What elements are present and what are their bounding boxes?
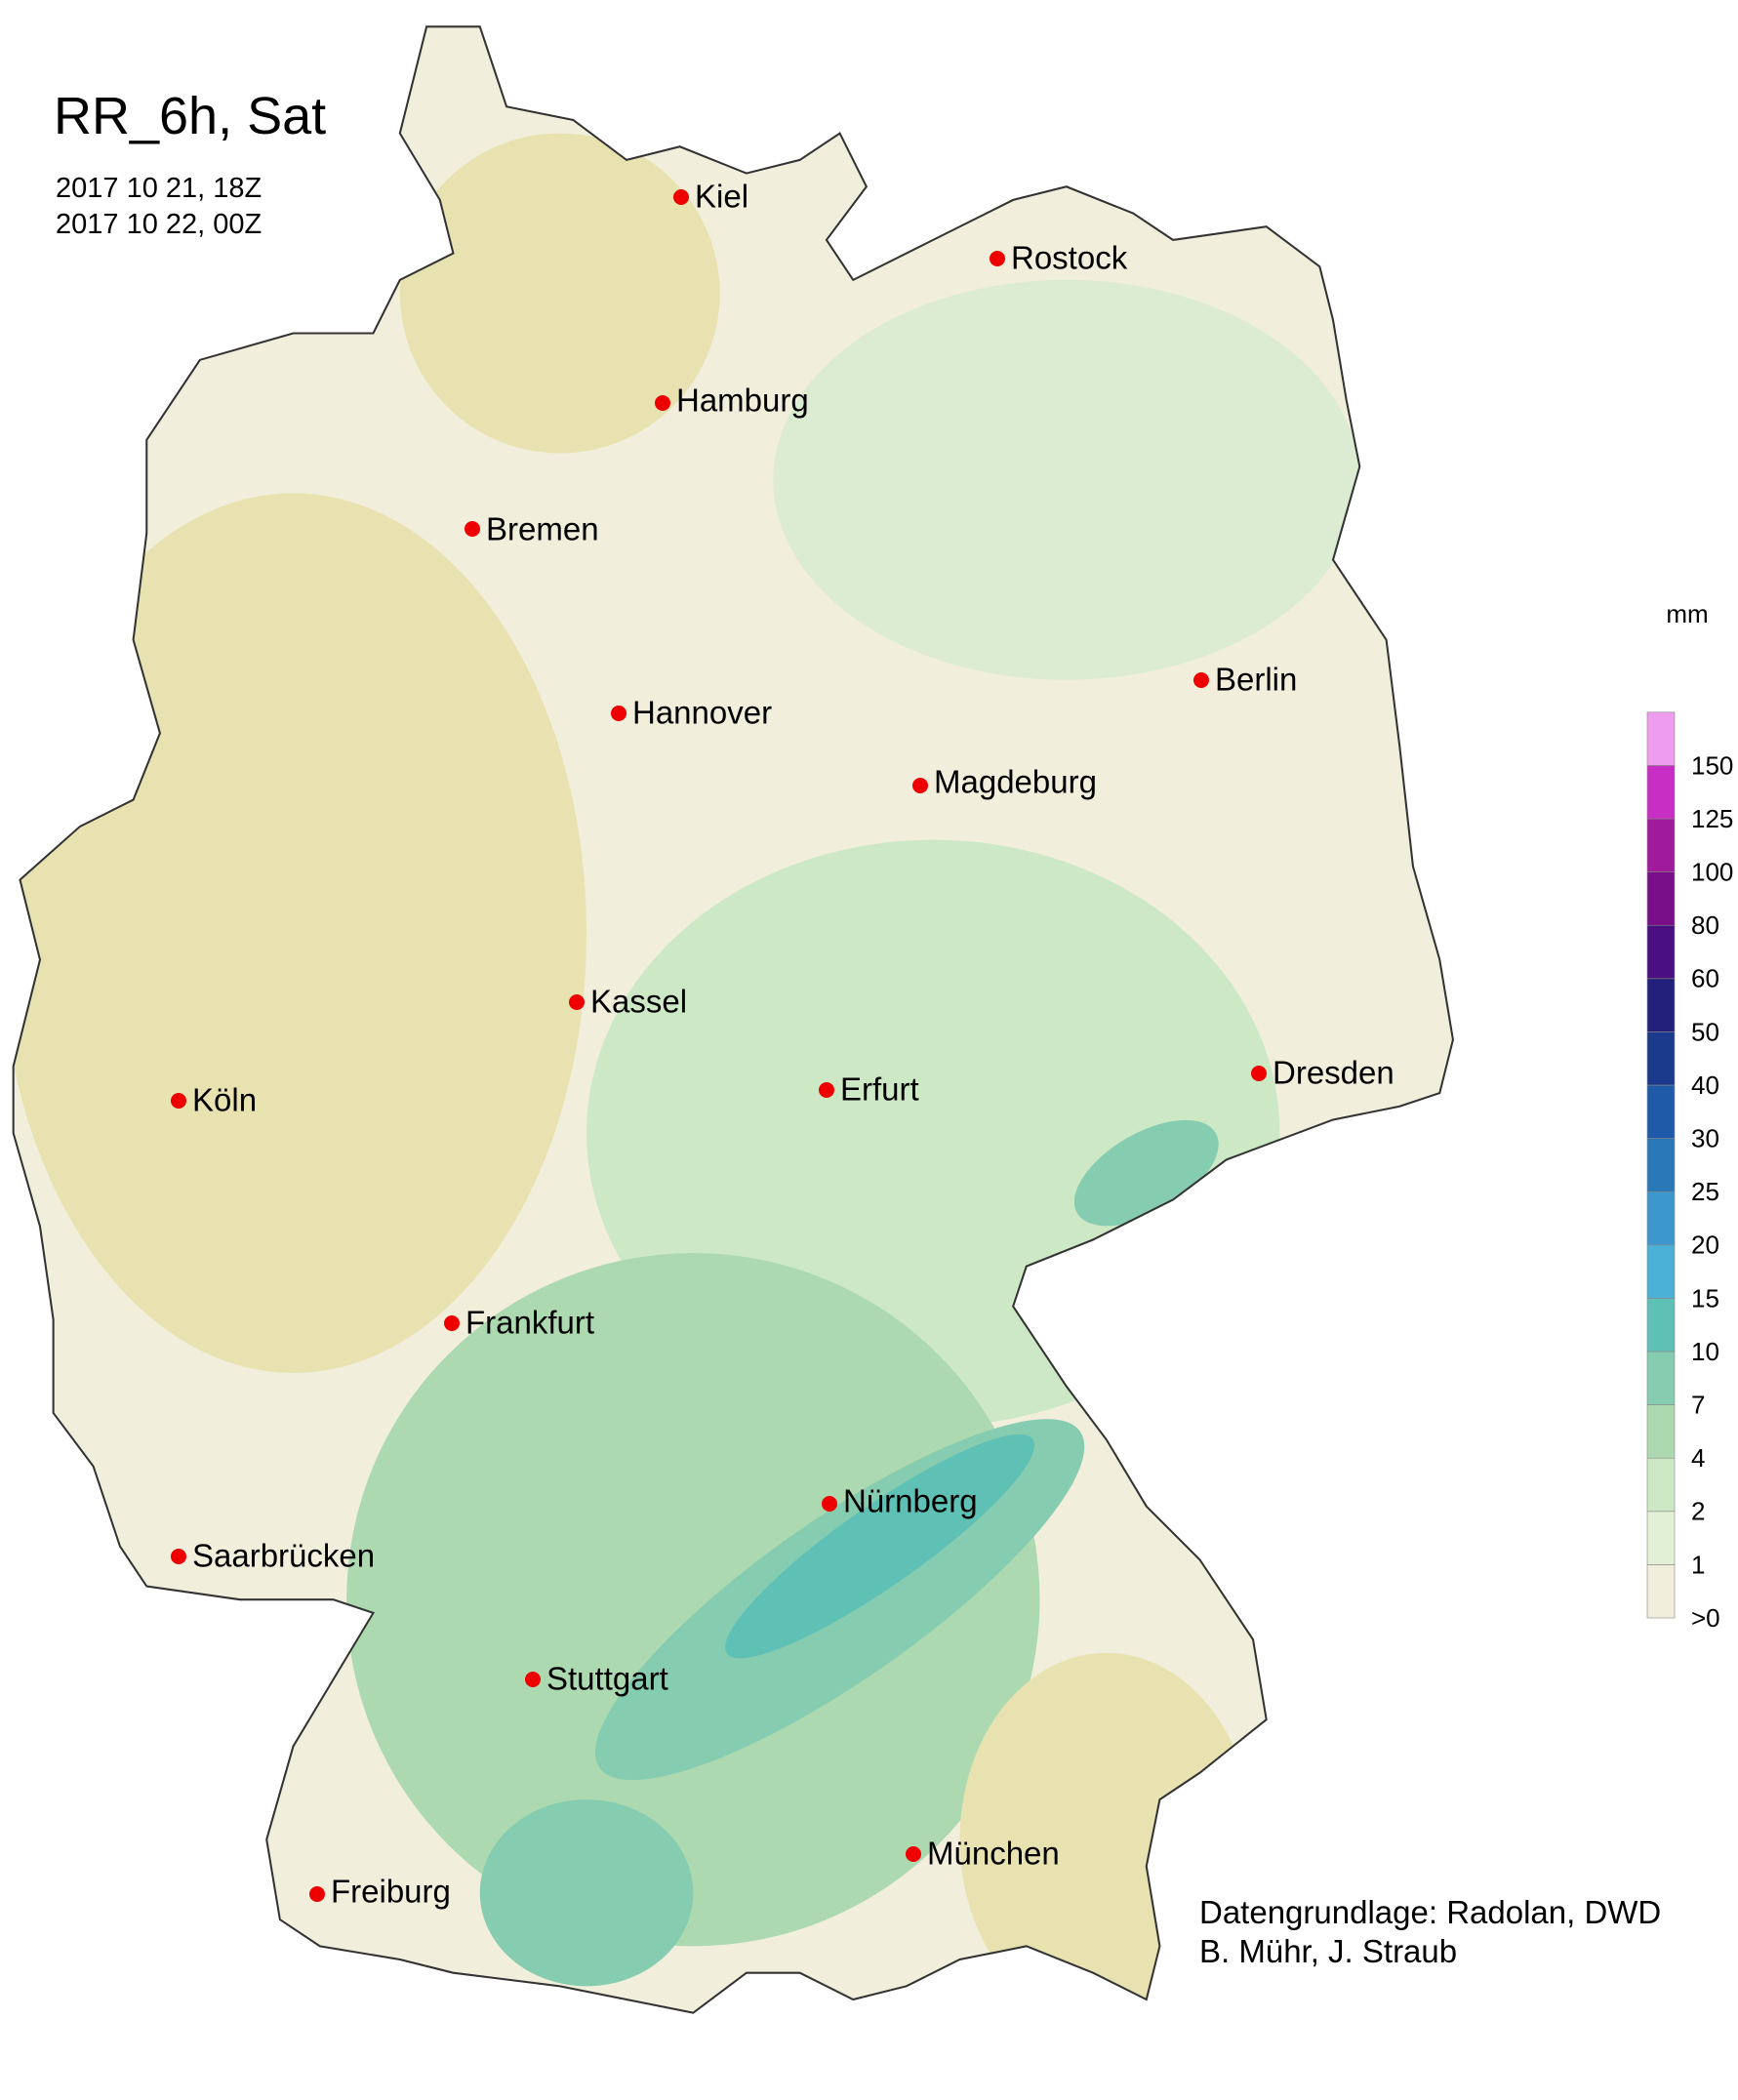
- city: Berlin: [1193, 662, 1297, 698]
- date-end: 2017 10 22, 00Z: [56, 209, 262, 240]
- city-label: Köln: [192, 1082, 257, 1118]
- city: Freiburg: [309, 1874, 451, 1910]
- city: Saarbrücken: [171, 1538, 375, 1574]
- legend-swatch: [1646, 978, 1676, 1032]
- city: München: [906, 1836, 1060, 1872]
- city-label: Berlin: [1215, 662, 1297, 698]
- legend-swatch: [1646, 1298, 1676, 1353]
- legend-label: 2: [1691, 1497, 1705, 1526]
- city-label: Magdeburg: [934, 764, 1097, 800]
- city-label: Hamburg: [676, 383, 809, 419]
- city: Hannover: [611, 695, 772, 731]
- city-label: Rostock: [1011, 240, 1128, 276]
- city-label: München: [927, 1836, 1060, 1872]
- city: Nürnberg: [822, 1483, 978, 1519]
- city: Hamburg: [655, 383, 809, 419]
- legend-swatch: [1646, 1084, 1676, 1139]
- city: Kassel: [569, 984, 687, 1020]
- legend: >0 1 2 4 7 10 15 20 25 30 40 50 60 80 100 125 150: [1646, 711, 1733, 1633]
- legend-label: 80: [1691, 910, 1719, 940]
- legend-swatch: [1646, 1031, 1676, 1086]
- title: RR_6h, Sat: [54, 87, 326, 145]
- city-label: Nürnberg: [843, 1483, 978, 1519]
- legend-label: >0: [1691, 1603, 1720, 1633]
- legend-label: 20: [1691, 1231, 1719, 1260]
- city-label: Kiel: [695, 179, 748, 215]
- legend-swatch: [1646, 924, 1676, 980]
- credit: B. Mühr, J. Straub: [1199, 1933, 1457, 1969]
- legend-label: 1: [1691, 1550, 1705, 1579]
- date-start: 2017 10 21, 18Z: [56, 173, 262, 204]
- legend-label: 30: [1691, 1123, 1719, 1152]
- city-label: Erfurt: [840, 1071, 919, 1108]
- cities: Kiel Rostock Hamburg Bremen Berlin Hanno…: [171, 179, 1394, 1910]
- city: Dresden: [1251, 1055, 1394, 1091]
- legend-swatch: [1646, 1351, 1676, 1405]
- legend-label: 15: [1691, 1283, 1719, 1312]
- city: Stuttgart: [525, 1661, 668, 1697]
- city-label: Stuttgart: [546, 1661, 668, 1697]
- legend-swatch: [1646, 1191, 1676, 1246]
- city: Köln: [171, 1082, 257, 1118]
- city: Magdeburg: [912, 764, 1097, 800]
- legend-label: 10: [1691, 1337, 1719, 1366]
- legend-swatch: [1646, 711, 1676, 766]
- legend-swatch: [1646, 871, 1676, 926]
- legend-swatch: [1646, 1511, 1676, 1565]
- city-label: Hannover: [632, 695, 772, 731]
- legend-label: 50: [1691, 1017, 1719, 1046]
- credit: Datengrundlage: Radolan, DWD: [1199, 1894, 1661, 1930]
- legend-swatch: [1646, 765, 1676, 820]
- city-label: Bremen: [486, 511, 599, 547]
- legend-label: 40: [1691, 1070, 1719, 1100]
- city: Erfurt: [819, 1071, 919, 1108]
- legend-label: 100: [1691, 857, 1733, 886]
- legend-label: 4: [1691, 1443, 1705, 1473]
- legend-swatch: [1646, 1244, 1676, 1299]
- legend-swatch: [1646, 818, 1676, 872]
- legend-label: 125: [1691, 804, 1733, 833]
- legend-label: 150: [1691, 750, 1733, 780]
- legend-swatch: [1646, 1564, 1676, 1619]
- city: Frankfurt: [444, 1305, 594, 1341]
- legend-label: 7: [1691, 1390, 1705, 1419]
- city-label: Dresden: [1273, 1055, 1394, 1091]
- legend-unit: mm: [1666, 599, 1708, 628]
- city: Bremen: [465, 511, 599, 547]
- city-label: Kassel: [590, 984, 687, 1020]
- city-label: Frankfurt: [465, 1305, 594, 1341]
- legend-swatch: [1646, 1457, 1676, 1513]
- legend-swatch: [1646, 1404, 1676, 1459]
- legend-label: 25: [1691, 1177, 1719, 1206]
- city-label: Saarbrücken: [192, 1538, 375, 1574]
- legend-label: 60: [1691, 964, 1719, 993]
- city-label: Freiburg: [331, 1874, 451, 1910]
- legend-swatch: [1646, 1138, 1676, 1192]
- city: Rostock: [990, 240, 1128, 276]
- city: Kiel: [673, 179, 748, 215]
